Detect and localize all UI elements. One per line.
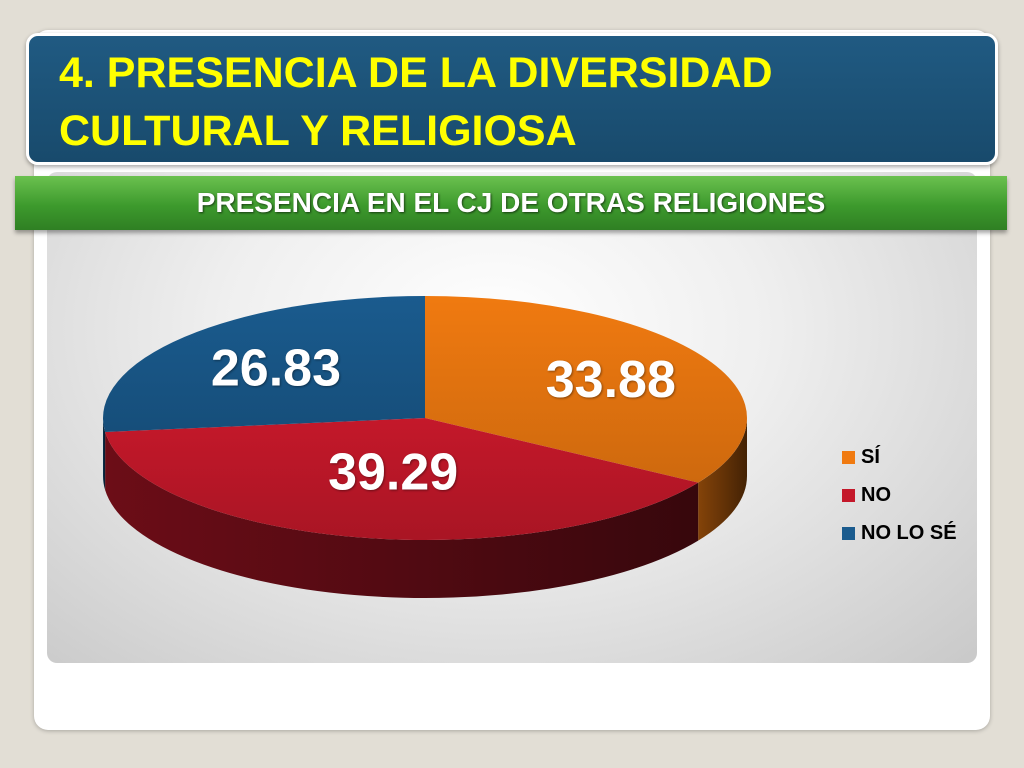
- slide-title: 4. PRESENCIA DE LA DIVERSIDAD CULTURAL Y…: [59, 49, 773, 155]
- chart-subtitle: PRESENCIA EN EL CJ DE OTRAS RELIGIONES: [196, 187, 826, 218]
- subtitle-bar: PRESENCIA EN EL CJ DE OTRAS RELIGIONES: [15, 176, 1007, 230]
- pie-slice-si-side: [698, 418, 747, 541]
- data-label-no: 39.29: [328, 444, 458, 502]
- legend-swatch-no-lo-se: [842, 526, 855, 540]
- legend-item-si: SÍ: [842, 438, 957, 476]
- pie-slice-si: [425, 296, 747, 483]
- legend-swatch-si: [842, 450, 855, 464]
- legend-swatch-no: [842, 488, 855, 502]
- pie-slice-no-lo-se-side: [103, 418, 106, 490]
- legend-item-no: NO: [842, 476, 957, 514]
- pie-slice-no: [105, 418, 699, 540]
- pie-slice-no-lo-se: [103, 296, 425, 432]
- legend-label-no-lo-se: NO LO SÉ: [861, 521, 957, 544]
- legend-label-no: NO: [861, 483, 891, 506]
- pie-slice-no-side: [105, 431, 699, 598]
- chart-legend: SÍ NO NO LO SÉ: [842, 438, 957, 552]
- data-label-si: 33.88: [546, 351, 676, 409]
- legend-label-si: SÍ: [861, 445, 880, 468]
- title-bar: 4. PRESENCIA DE LA DIVERSIDAD CULTURAL Y…: [26, 33, 998, 165]
- legend-item-no-lo-se: NO LO SÉ: [842, 514, 957, 552]
- data-label-no-lo-se: 26.83: [211, 340, 341, 398]
